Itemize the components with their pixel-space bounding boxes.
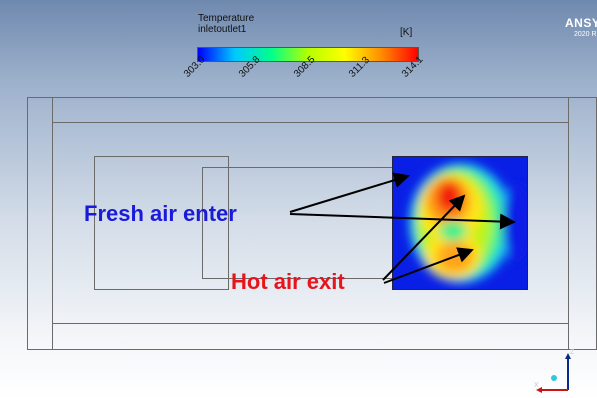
legend-variable: Temperature bbox=[198, 13, 255, 24]
legend-tick: 303.0 bbox=[182, 54, 208, 80]
fresh-air-label: Fresh air enter bbox=[84, 201, 237, 226]
inlet-outline bbox=[94, 156, 229, 290]
z-axis-arrowhead bbox=[565, 353, 571, 359]
y-axis-dot bbox=[551, 375, 557, 381]
domain-divider bbox=[52, 97, 53, 350]
domain-divider bbox=[52, 323, 568, 324]
ansys-logo: ANSYS bbox=[565, 16, 597, 30]
legend-location: inletoutlet1 bbox=[198, 24, 247, 35]
x-axis-label: X bbox=[534, 382, 539, 389]
legend-colorbar bbox=[197, 47, 419, 62]
hot-air-label: Hot air exit bbox=[231, 269, 345, 294]
contour-plot bbox=[393, 157, 527, 289]
z-axis-label: Z bbox=[570, 349, 575, 356]
legend-title: Temperature inletoutlet1 bbox=[198, 13, 254, 35]
domain-divider bbox=[568, 97, 569, 350]
ansys-version: 2020 R bbox=[574, 31, 597, 38]
axis-triad: Z X bbox=[534, 349, 575, 393]
temperature-contour bbox=[392, 156, 528, 290]
x-axis-arrowhead bbox=[536, 387, 542, 393]
domain-divider bbox=[52, 122, 568, 123]
legend-unit: [K] bbox=[400, 27, 413, 38]
